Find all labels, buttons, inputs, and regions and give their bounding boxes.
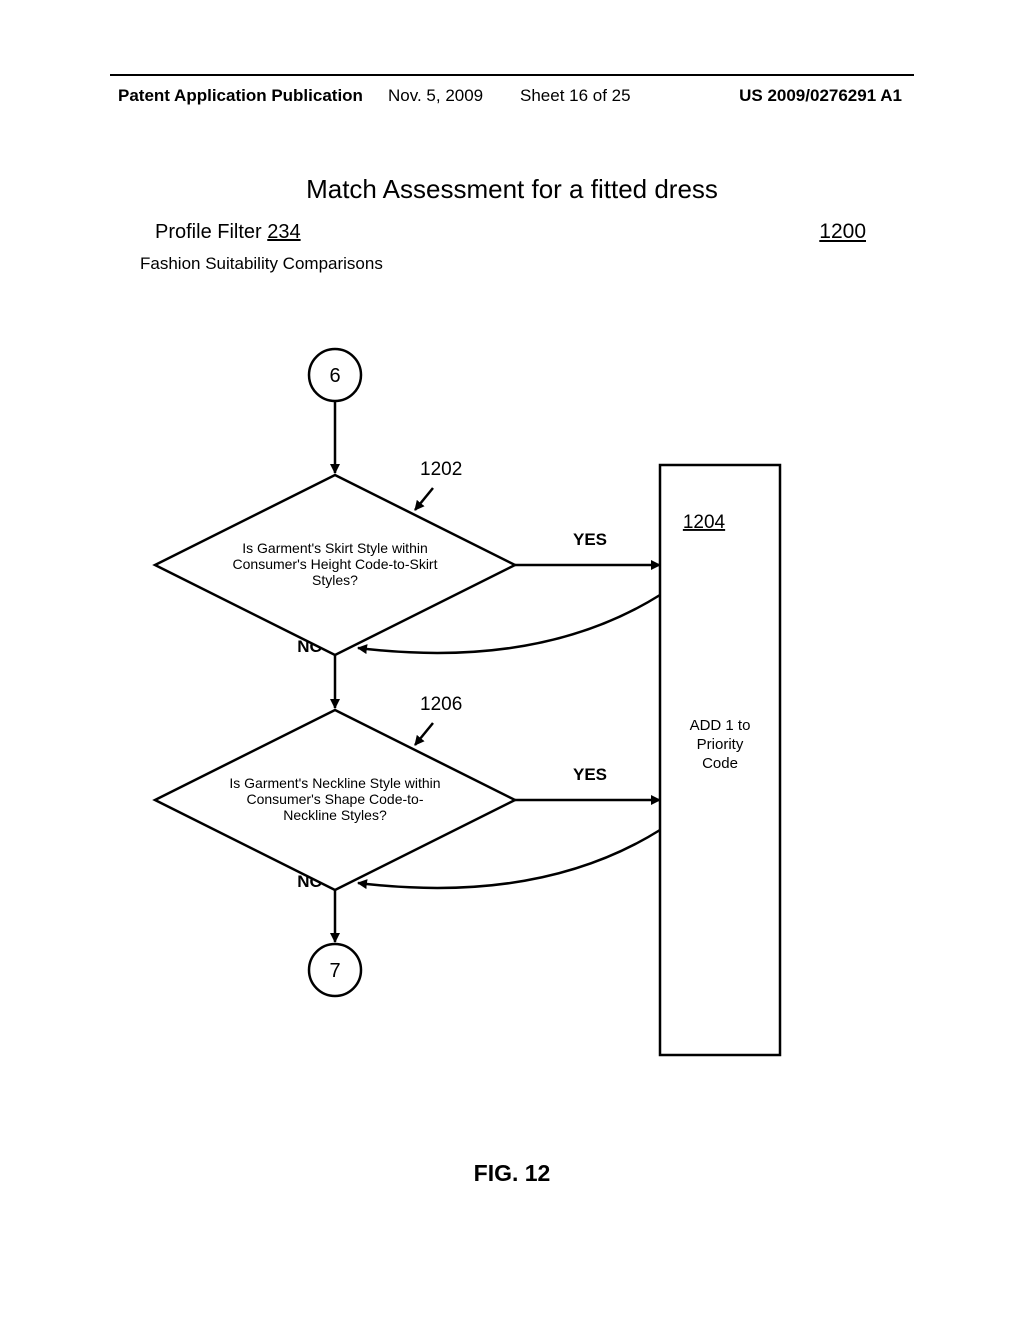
page: Patent Application Publication Nov. 5, 2… — [0, 0, 1024, 1320]
profile-filter-text: Profile Filter — [155, 221, 267, 243]
figure-subtitle: Fashion Suitability Comparisons — [140, 254, 383, 274]
figure-label: FIG. 12 — [0, 1160, 1024, 1187]
svg-text:Code: Code — [702, 755, 738, 772]
flowchart-diagram: NONOYESYES6Is Garment's Skirt Style with… — [100, 330, 930, 1110]
svg-text:ADD 1 to: ADD 1 to — [690, 717, 751, 734]
svg-text:6: 6 — [329, 365, 340, 387]
svg-text:Is Garment's Skirt Style withi: Is Garment's Skirt Style within — [242, 540, 428, 556]
profile-filter-number: 234 — [267, 221, 300, 243]
publication-type: Patent Application Publication — [118, 86, 363, 106]
publication-number: US 2009/0276291 A1 — [739, 86, 902, 106]
svg-text:1204: 1204 — [683, 512, 726, 533]
svg-text:Is Garment's Neckline Style wi: Is Garment's Neckline Style within — [229, 775, 440, 791]
svg-text:Consumer's Shape Code-to-: Consumer's Shape Code-to- — [247, 791, 424, 807]
svg-text:Neckline Styles?: Neckline Styles? — [283, 807, 387, 823]
svg-text:Priority: Priority — [697, 736, 744, 753]
profile-filter-label: Profile Filter 234 — [155, 221, 301, 244]
figure-title: Match Assessment for a fitted dress — [0, 174, 1024, 205]
sheet-info: Sheet 16 of 25 — [520, 86, 631, 106]
document-header: Patent Application Publication Nov. 5, 2… — [0, 74, 1024, 104]
svg-text:Styles?: Styles? — [312, 572, 358, 588]
svg-text:1202: 1202 — [420, 459, 462, 480]
svg-text:Consumer's Height Code-to-Skir: Consumer's Height Code-to-Skirt — [233, 556, 438, 572]
header-divider — [110, 74, 914, 76]
publication-date: Nov. 5, 2009 — [388, 86, 483, 106]
svg-text:YES: YES — [573, 530, 607, 549]
svg-text:YES: YES — [573, 765, 607, 784]
figure-reference-number: 1200 — [819, 220, 866, 244]
svg-text:1206: 1206 — [420, 694, 462, 715]
svg-text:7: 7 — [329, 960, 340, 982]
